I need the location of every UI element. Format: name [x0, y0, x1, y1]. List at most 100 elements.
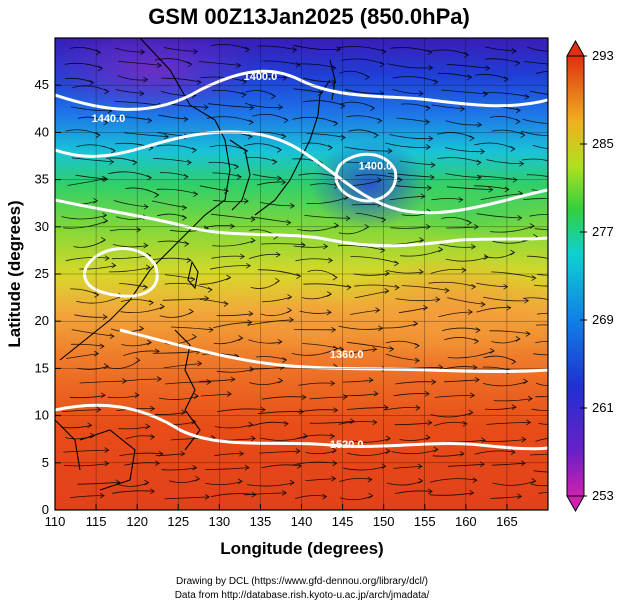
streamline-arrow-300 [248, 421, 254, 428]
streamline-124 [213, 199, 249, 203]
streamline-77 [76, 144, 116, 152]
streamline-160 [337, 245, 385, 251]
streamline-282 [393, 393, 430, 397]
streamline-arrow-121 [93, 197, 99, 204]
streamline-arrow-306 [526, 419, 532, 426]
streamline-32 [535, 71, 548, 75]
streamline-arrow-314 [385, 435, 391, 442]
streamline-87 [532, 144, 548, 150]
streamline-194 [401, 285, 449, 291]
streamline-arrow-333 [244, 464, 250, 471]
streamline-228 [442, 327, 480, 331]
streamline-arrow-154 [100, 237, 106, 243]
streamline-295 [484, 406, 516, 410]
x-tick-label-165: 165 [496, 514, 518, 529]
streamline-169 [248, 253, 281, 260]
streamline-155 [112, 244, 148, 248]
streamline-92 [245, 156, 277, 163]
streamline-arrow-283 [470, 392, 476, 399]
streamline-56 [115, 116, 152, 121]
streamline-210 [120, 306, 165, 314]
streamline-arrow-266 [206, 379, 212, 385]
streamline-arrow-73 [428, 135, 434, 142]
streamline-arrow-61 [377, 117, 383, 124]
streamline-13 [154, 58, 192, 65]
streamline-arrow-83 [387, 148, 393, 154]
streamline-arrow-181 [332, 274, 338, 281]
streamline-arrow-144 [136, 226, 142, 233]
credit-data-source: Data from http://database.rish.kyoto-u.a… [175, 590, 430, 601]
streamline-71 [306, 133, 346, 138]
streamline-arrow-66 [95, 132, 101, 138]
streamline-167 [152, 257, 191, 261]
streamline-arrow-53 [515, 107, 521, 114]
streamline-arrow-328 [510, 449, 516, 456]
streamline-227 [382, 323, 418, 329]
x-tick-label-110: 110 [45, 514, 66, 529]
streamline-arrow-267 [230, 376, 236, 383]
streamline-arrow-110 [101, 175, 107, 182]
streamline-280 [309, 396, 348, 400]
streamline-223 [213, 321, 252, 329]
streamline-276 [107, 394, 139, 399]
streamline-arrow-193 [394, 284, 400, 291]
streamline-300 [214, 424, 253, 429]
streamline-arrow-22 [89, 79, 95, 86]
streamline-301 [252, 421, 289, 427]
streamline-345 [247, 482, 295, 487]
contour-label-2: 1400.0 [359, 160, 393, 172]
streamline-189 [164, 282, 213, 291]
streamline-arrow-317 [521, 436, 527, 443]
streamline-arrow-228 [475, 327, 481, 333]
streamline-arrow-175 [558, 259, 562, 264]
streamline-38 [293, 88, 323, 94]
y-tick-label-40: 40 [35, 124, 49, 139]
streamline-arrow-299 [191, 418, 197, 425]
streamline-arrow-288 [181, 409, 187, 416]
streamline-arrow-235 [277, 338, 283, 345]
streamline-252 [533, 353, 548, 356]
streamline-14 [198, 61, 241, 66]
colorbar-tick-label-253: 253 [592, 488, 614, 503]
streamline-106 [387, 172, 435, 178]
streamline-202 [262, 296, 292, 303]
streamline-arrow-352 [99, 492, 105, 499]
streamline-arrow-6 [381, 48, 387, 55]
streamline-268 [249, 380, 283, 386]
streamline-107 [445, 173, 482, 178]
streamline-61 [346, 115, 382, 122]
streamline-arrow-355 [251, 491, 257, 498]
streamline-arrow-298 [145, 423, 151, 430]
streamline-arrow-136 [286, 219, 292, 226]
streamline-200 [162, 298, 209, 301]
streamline-281 [344, 393, 378, 397]
streamline-49 [303, 100, 345, 107]
streamline-239 [444, 337, 479, 342]
streamline-arrow-4 [292, 47, 298, 53]
streamline-arrow-348 [418, 478, 424, 484]
streamline-196 [476, 282, 508, 288]
streamline-arrow-135 [250, 216, 256, 223]
streamline-arrow-19 [485, 65, 491, 72]
streamline-100 [108, 171, 152, 179]
streamline-9 [484, 46, 517, 52]
streamline-arrow-273 [523, 378, 529, 385]
streamline-142 [529, 213, 548, 217]
streamline-arrow-279 [301, 394, 307, 401]
streamline-arrow-37 [270, 93, 276, 100]
streamline-arrow-301 [283, 420, 289, 427]
streamline-336 [343, 465, 386, 471]
streamline-arrow-188 [143, 284, 149, 291]
streamline-308 [65, 435, 95, 440]
streamline-110 [67, 178, 107, 186]
streamline-arrow-50 [370, 105, 376, 112]
streamline-333 [205, 467, 250, 470]
chart-title: GSM 00Z13Jan2025 (850.0hPa) [148, 4, 470, 29]
streamline-arrow-311 [250, 435, 256, 442]
streamline-arrow-210 [159, 303, 165, 310]
streamline-arrow-58 [248, 119, 254, 126]
streamline-232 [121, 342, 152, 347]
streamline-134 [156, 213, 187, 219]
streamline-arrow-232 [146, 339, 152, 346]
streamline-arrow-308 [89, 432, 95, 439]
